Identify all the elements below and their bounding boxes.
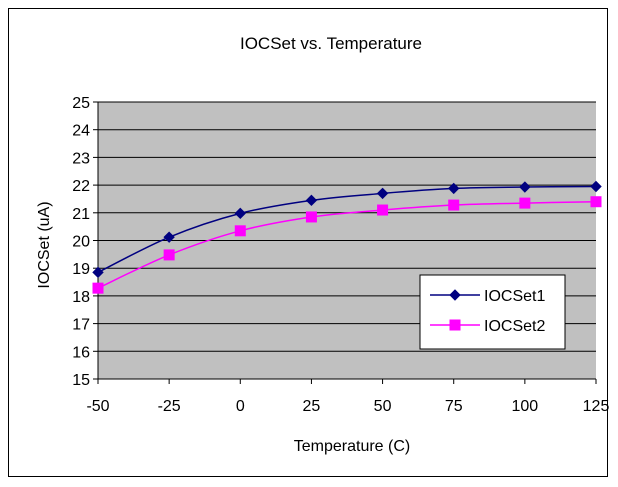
data-point xyxy=(305,194,318,207)
y-tick-label: 24 xyxy=(72,123,90,140)
data-point xyxy=(590,180,602,193)
x-tick-label: 125 xyxy=(583,398,609,415)
series-iocset2 xyxy=(92,196,602,294)
legend-box xyxy=(419,274,566,350)
y-tick-label: 22 xyxy=(72,178,90,195)
y-tick-label: 17 xyxy=(72,317,90,334)
data-point xyxy=(305,211,317,223)
y-tick-label: 18 xyxy=(72,289,90,306)
data-point xyxy=(448,182,460,195)
legend-label: IOCSet2 xyxy=(484,318,545,335)
chart-title: IOCSet vs. Temperature xyxy=(240,34,422,53)
legend: IOCSet1 IOCSet2 xyxy=(419,274,566,350)
data-point xyxy=(163,231,175,243)
y-tick-label: 15 xyxy=(72,372,90,389)
legend-label: IOCSet1 xyxy=(484,288,545,305)
series-group xyxy=(92,180,602,294)
axes xyxy=(97,102,596,383)
data-point xyxy=(448,199,460,211)
data-point xyxy=(376,187,389,200)
x-tick-label: -50 xyxy=(86,398,109,415)
x-tick-label: 50 xyxy=(374,398,392,415)
x-tick-label: 0 xyxy=(236,398,245,415)
data-point xyxy=(234,207,246,220)
series-iocset1 xyxy=(92,180,602,279)
chart-svg: IOCSet vs. Temperature 15 16 17 18 19 20 21 22 2… xyxy=(36,34,609,455)
x-tick-label: -25 xyxy=(158,398,181,415)
y-axis-label: IOCSet (uA) xyxy=(36,201,53,288)
legend-marker xyxy=(449,289,461,301)
y-tick-label: 19 xyxy=(72,261,90,278)
x-tick-label: 100 xyxy=(512,398,539,415)
y-tick-label: 23 xyxy=(72,150,90,167)
data-point xyxy=(519,181,531,193)
y-tick-label: 16 xyxy=(72,344,90,361)
x-axis-label: Temperature (C) xyxy=(294,438,410,455)
data-point xyxy=(377,204,389,216)
chart-area: IOCSet vs. Temperature 15 16 17 18 19 20 21 22 2… xyxy=(8,8,609,477)
x-tick-label: 75 xyxy=(445,398,463,415)
y-tick-label: 20 xyxy=(72,234,90,251)
data-point xyxy=(590,196,602,208)
x-axis-ticks: -50 -25 0 25 50 75 100 125 xyxy=(86,379,609,415)
legend-item: IOCSet1 xyxy=(430,288,545,305)
series-line xyxy=(97,200,597,289)
data-point xyxy=(92,282,104,294)
data-point xyxy=(519,197,531,209)
y-tick-label: 21 xyxy=(72,206,90,223)
y-tick-label: 25 xyxy=(72,95,90,112)
data-point xyxy=(92,266,104,279)
legend-marker xyxy=(449,319,461,331)
x-tick-label: 25 xyxy=(303,398,321,415)
legend-item: IOCSet2 xyxy=(430,318,545,335)
y-axis-ticks: 15 16 17 18 19 20 21 22 23 24 25 xyxy=(72,95,98,389)
data-point xyxy=(234,225,246,237)
series-line xyxy=(97,185,597,274)
data-point xyxy=(163,249,175,261)
